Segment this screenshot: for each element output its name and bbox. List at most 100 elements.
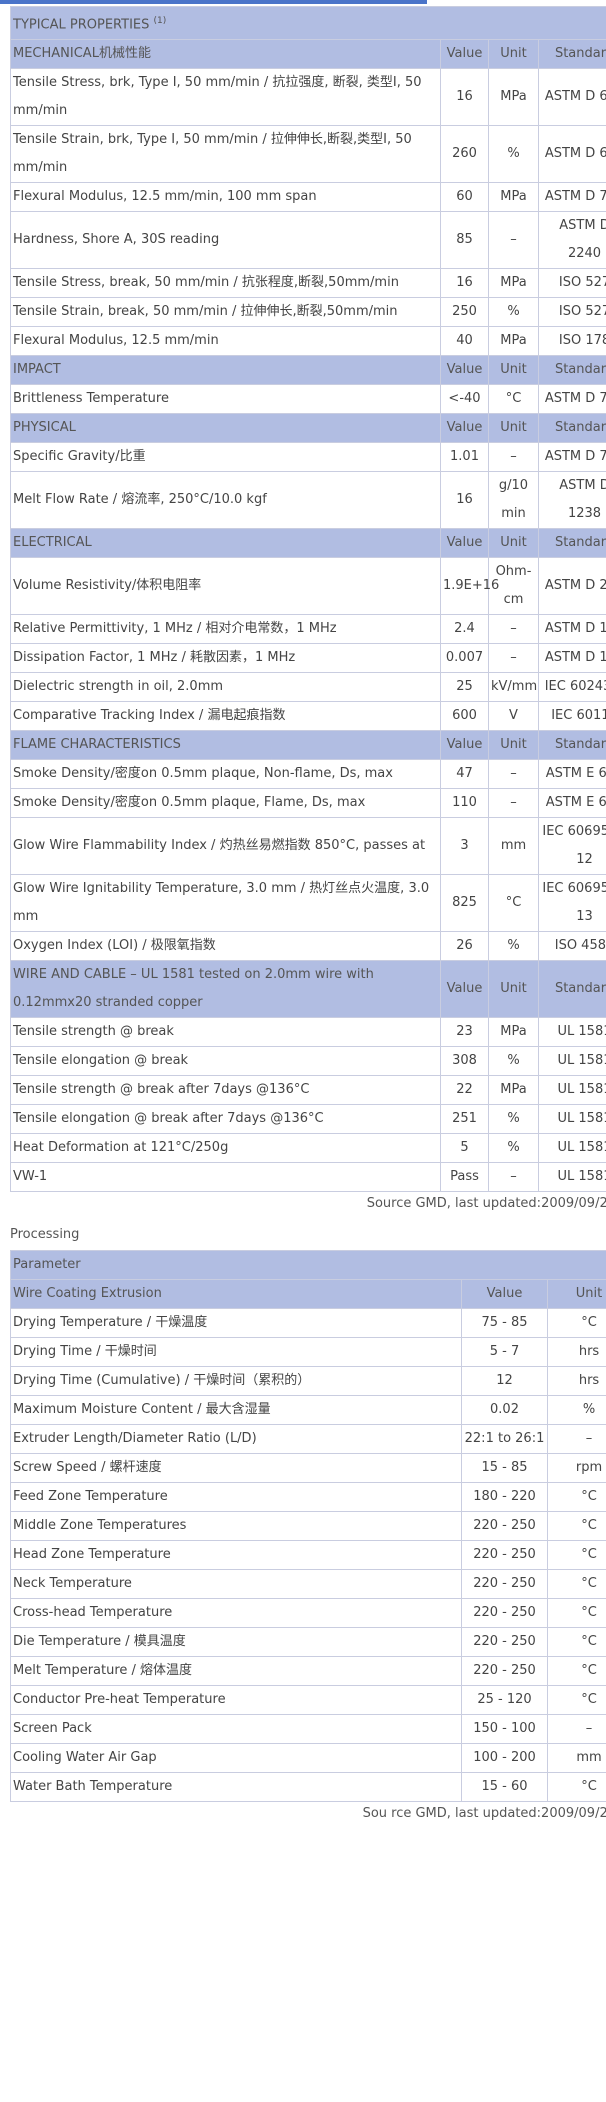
note: (1)	[153, 16, 167, 26]
parameter: Feed Zone Temperature	[10, 1482, 462, 1513]
standard: ASTM D 792	[537, 442, 606, 473]
property-row: Tensile Stress, break, 50 mm/min / 抗张程度,…	[10, 268, 606, 299]
standard: ASTM D 746	[537, 384, 606, 415]
standard: UL 1581	[537, 1162, 606, 1193]
value: 3	[440, 817, 489, 876]
value: 15 - 85	[461, 1453, 548, 1484]
value: Pass	[440, 1162, 489, 1193]
standard: IEC 60112	[537, 701, 606, 732]
standard: ASTM D 150	[537, 643, 606, 674]
header-cell: Value	[440, 39, 489, 70]
value: 220 - 250	[461, 1540, 548, 1571]
section-header: PHYSICALValueUnitStandard	[10, 413, 606, 444]
property: Melt Flow Rate / 熔流率, 250°C/10.0 kgf	[10, 471, 441, 530]
value: 220 - 250	[461, 1627, 548, 1658]
header-cell: Standard	[537, 39, 606, 70]
section-header: WIRE AND CABLE – UL 1581 tested on 2.0mm…	[10, 960, 606, 1019]
header-cell: Standard	[537, 730, 606, 761]
parameter: Middle Zone Temperatures	[10, 1511, 462, 1542]
value: 25	[440, 672, 489, 703]
value: 220 - 250	[461, 1511, 548, 1542]
top-bar	[0, 0, 427, 4]
value: 100 - 200	[461, 1743, 548, 1774]
subheader: Wire Coating Extrusion Value Unit	[10, 1279, 606, 1310]
unit: %	[488, 1104, 539, 1135]
parameter: Cooling Water Air Gap	[10, 1743, 462, 1774]
value: 1.01	[440, 442, 489, 473]
unit: –	[488, 643, 539, 674]
unit: %	[488, 297, 539, 328]
value: 40	[440, 326, 489, 357]
value: 260	[440, 125, 489, 184]
header-cell: Unit	[488, 730, 539, 761]
standard: ASTM D 638	[537, 125, 606, 184]
value: 0.02	[461, 1395, 548, 1426]
unit: °C	[546, 1569, 606, 1600]
parameter-row: Neck Temperature 220 - 250 °C	[10, 1569, 606, 1600]
unit: –	[488, 759, 539, 790]
value: 47	[440, 759, 489, 790]
property: Tensile elongation @ break	[10, 1046, 441, 1077]
header-cell: PHYSICAL	[10, 413, 441, 444]
section-header: IMPACTValueUnitStandard	[10, 355, 606, 386]
property-row: Flexural Modulus, 12.5 mm/min 40 MPa ISO 17…	[10, 326, 606, 357]
parameter-row: Conductor Pre-heat Temperature 25 - 120 °C	[10, 1685, 606, 1716]
typical-title: TYPICAL PROPERTIES	[13, 17, 150, 33]
property: Tensile elongation @ break after 7days @…	[10, 1104, 441, 1135]
unit: rpm	[546, 1453, 606, 1484]
header-cell: Unit	[488, 355, 539, 386]
standard: ISO 4589	[537, 931, 606, 962]
property-row: Dielectric strength in oil, 2.0mm 25 kV/mm…	[10, 672, 606, 703]
property: Comparative Tracking Index / 漏电起痕指数	[10, 701, 441, 732]
unit: –	[488, 442, 539, 473]
header-cell: ELECTRICAL	[10, 528, 441, 559]
unit: °C	[546, 1540, 606, 1571]
parameter: Screw Speed / 螺杆速度	[10, 1453, 462, 1484]
unit: hrs	[546, 1366, 606, 1397]
header-cell: Standard	[537, 413, 606, 444]
value: 150 - 100	[461, 1714, 548, 1745]
parameter-row: Maximum Moisture Content / 最大含湿量 0.02%	[10, 1395, 606, 1426]
unit: °C	[488, 874, 539, 933]
source: Sou rce GMD, last updated:2009/09/28	[362, 1806, 606, 1822]
standard: UL 1581	[537, 1075, 606, 1106]
property-row: Tensile elongation @ break after 7days @…	[10, 1104, 606, 1135]
standard: UL 1581	[537, 1046, 606, 1077]
property-row: Hardness, Shore A, 30S reading 85– ASTM D …	[10, 211, 606, 270]
value: 22:1 to 26:1	[461, 1424, 548, 1455]
value: 26	[440, 931, 489, 962]
standard: ASTM D 790	[537, 182, 606, 213]
property-row: Flexural Modulus, 12.5 mm/min, 100 mm sp…	[10, 182, 606, 213]
parameter: Neck Temperature	[10, 1569, 462, 1600]
standard: ISO 527	[537, 297, 606, 328]
property: Tensile strength @ break after 7days @13…	[10, 1075, 441, 1106]
source: Source GMD, last updated:2009/09/28	[366, 1196, 606, 1212]
property-row: Smoke Density/密度on 0.5mm plaque, Non-fla…	[10, 759, 606, 790]
property-row: Volume Resistivity/体积电阻率 1.9E+16 Ohm-cm AST…	[10, 557, 606, 616]
standard: UL 1581	[537, 1133, 606, 1164]
parameter: Water Bath Temperature	[10, 1772, 462, 1803]
parameter: Extruder Length/Diameter Ratio (L/D)	[10, 1424, 462, 1455]
parameter-row: Drying Time (Cumulative) / 干燥时间（累积的） 12 hr…	[10, 1366, 606, 1397]
standard: ISO 178	[537, 326, 606, 357]
unit: °C	[546, 1772, 606, 1803]
property: Tensile strength @ break	[10, 1017, 441, 1048]
header-cell: Unit	[488, 528, 539, 559]
header-cell: FLAME CHARACTERISTICS	[10, 730, 441, 761]
header-cell: Value	[440, 528, 489, 559]
property: Tensile Strain, brk, Type I, 50 mm/min /…	[10, 125, 441, 184]
property: Volume Resistivity/体积电阻率	[10, 557, 441, 616]
parameter: Maximum Moisture Content / 最大含湿量	[10, 1395, 462, 1426]
unit: –	[488, 614, 539, 645]
property-row: Smoke Density/密度on 0.5mm plaque, Flame, …	[10, 788, 606, 819]
header-cell: MECHANICAL机械性能	[10, 39, 441, 70]
parameter-row: Cooling Water Air Gap 100 - 200 mm	[10, 1743, 606, 1774]
property: Specific Gravity/比重	[10, 442, 441, 473]
unit: Ohm-cm	[488, 557, 539, 616]
property: Glow Wire Ignitability Temperature, 3.0 …	[10, 874, 441, 933]
standard: ASTM D 2240	[537, 211, 606, 270]
header-cell: Value	[461, 1279, 548, 1310]
unit: °C	[546, 1308, 606, 1339]
